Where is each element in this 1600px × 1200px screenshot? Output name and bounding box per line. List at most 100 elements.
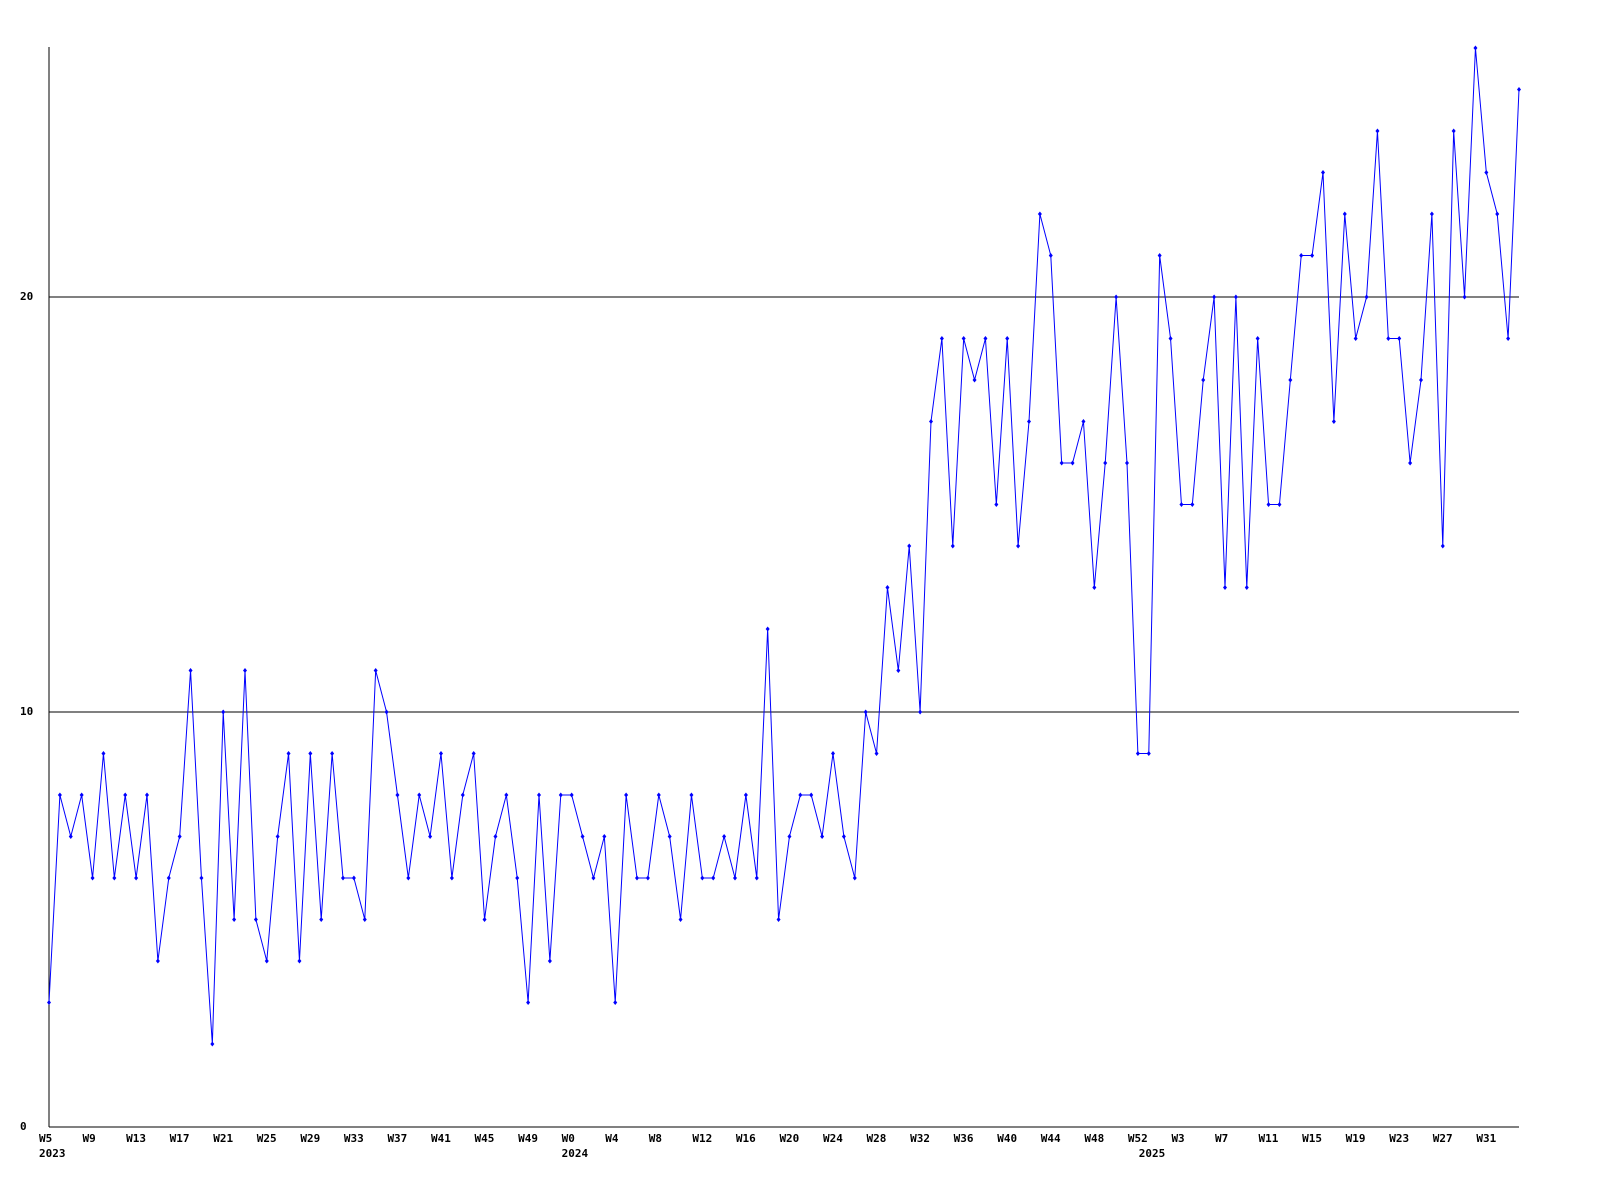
point <box>820 834 825 839</box>
x-year-label: 2024 <box>562 1147 589 1160</box>
x-tick-label: W4 <box>605 1132 619 1145</box>
x-tick-label: W52 <box>1128 1132 1148 1145</box>
point <box>428 834 433 839</box>
y-tick-label: 10 <box>20 705 33 718</box>
x-tick-label: W24 <box>823 1132 843 1145</box>
point <box>1484 170 1489 175</box>
x-tick-label: W16 <box>736 1132 756 1145</box>
point <box>177 834 182 839</box>
x-tick-label: W5 <box>39 1132 52 1145</box>
point <box>689 792 694 798</box>
point <box>1408 460 1413 466</box>
point <box>1288 377 1293 383</box>
x-tick-label: W9 <box>83 1132 96 1145</box>
point <box>1364 294 1369 300</box>
point <box>1092 585 1097 590</box>
point <box>776 917 781 922</box>
point <box>1321 170 1325 175</box>
point <box>831 751 835 756</box>
x-tick-label: W3 <box>1171 1132 1184 1145</box>
point <box>950 543 955 549</box>
point <box>275 834 280 839</box>
point <box>722 834 727 839</box>
point <box>743 792 748 798</box>
x-tick-label: W44 <box>1041 1132 1061 1145</box>
x-tick-label: W20 <box>779 1132 799 1145</box>
point <box>1070 460 1075 466</box>
point <box>711 875 716 881</box>
x-tick-label: W28 <box>867 1132 887 1145</box>
x-tick-label: W0 <box>562 1132 575 1145</box>
x-tick-label: W45 <box>475 1132 495 1145</box>
x-tick-label: W8 <box>649 1132 662 1145</box>
point <box>1103 460 1108 466</box>
point <box>841 834 846 839</box>
point <box>1125 460 1129 466</box>
point <box>939 336 944 341</box>
point <box>1266 502 1271 507</box>
x-tick-label: W48 <box>1084 1132 1104 1145</box>
point <box>885 585 890 590</box>
point <box>1212 294 1217 300</box>
point <box>547 958 552 964</box>
point <box>384 709 389 715</box>
x-tick-label: W27 <box>1433 1132 1453 1145</box>
x-tick-label: W29 <box>300 1132 320 1145</box>
point <box>449 875 454 881</box>
point <box>1462 294 1467 300</box>
point <box>460 792 465 798</box>
point <box>1179 502 1184 507</box>
point <box>613 1000 618 1005</box>
point <box>47 1000 51 1005</box>
point <box>123 792 128 798</box>
point <box>1517 87 1521 92</box>
x-year-label: 2025 <box>1139 1147 1166 1160</box>
x-tick-label: W32 <box>910 1132 930 1145</box>
point <box>1397 336 1402 341</box>
point <box>1190 502 1195 507</box>
point <box>1429 211 1434 217</box>
point <box>1201 377 1206 383</box>
point <box>308 751 313 756</box>
point <box>1081 419 1086 424</box>
point <box>929 419 933 424</box>
point <box>1016 543 1021 549</box>
point <box>678 917 683 922</box>
point <box>471 751 476 756</box>
point <box>1157 253 1162 258</box>
x-tick-label: W31 <box>1476 1132 1496 1145</box>
point <box>1244 585 1249 590</box>
point <box>754 875 759 881</box>
point <box>852 875 857 881</box>
point <box>602 834 607 839</box>
point <box>1223 585 1227 590</box>
x-tick-label: W17 <box>170 1132 190 1145</box>
point <box>210 1041 215 1047</box>
point <box>68 834 73 839</box>
point <box>493 834 498 839</box>
point <box>232 917 237 922</box>
point <box>112 875 117 881</box>
point <box>166 875 171 881</box>
point <box>1233 294 1238 300</box>
point <box>1353 336 1358 341</box>
point <box>90 875 95 881</box>
point <box>1135 751 1140 756</box>
point <box>1168 336 1173 341</box>
point <box>635 875 639 881</box>
point <box>417 792 422 798</box>
point <box>1059 460 1064 466</box>
point <box>765 626 770 632</box>
x-tick-label: W25 <box>257 1132 277 1145</box>
x-tick-label: W41 <box>431 1132 451 1145</box>
point <box>1310 253 1315 258</box>
x-tick-label: W13 <box>126 1132 146 1145</box>
point <box>1375 128 1380 134</box>
x-tick-label: W37 <box>387 1132 407 1145</box>
point <box>994 502 999 507</box>
point <box>1386 336 1391 341</box>
point <box>624 792 629 798</box>
x-tick-label: W49 <box>518 1132 538 1145</box>
point <box>351 875 356 881</box>
